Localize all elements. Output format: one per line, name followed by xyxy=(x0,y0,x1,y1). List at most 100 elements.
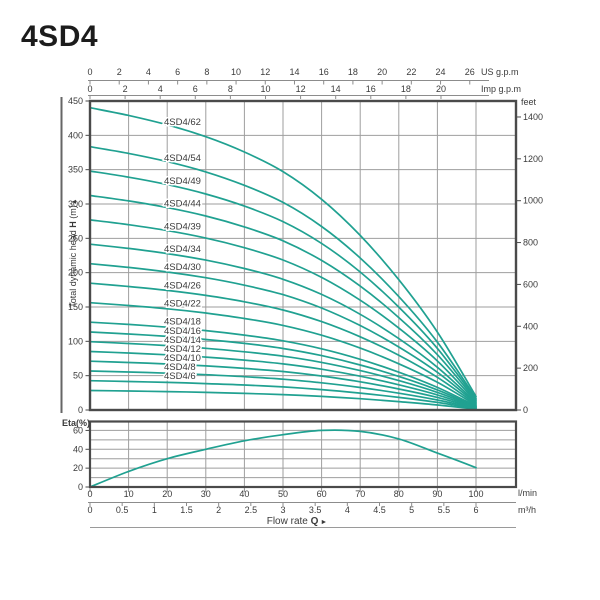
curve-label-14: 4SD4/14 xyxy=(164,335,201,346)
imp-gpm-tick-label: 16 xyxy=(366,84,376,94)
x-axis-label-symbol: Q xyxy=(311,516,319,527)
m3h-tick-label: 2 xyxy=(216,505,221,515)
pump-curve-26-stage xyxy=(89,282,477,406)
curve-label-49: 4SD4/49 xyxy=(164,176,201,187)
feet-tick-label: 600 xyxy=(523,279,538,289)
eta-tick-label: 60 xyxy=(73,425,83,435)
head-m-tick-label: 100 xyxy=(68,336,83,346)
feet-tick-label: 1200 xyxy=(523,154,543,164)
us-gpm-tick-label: 26 xyxy=(465,67,475,77)
m3h-tick-label: 4 xyxy=(345,505,350,515)
curve-label-26: 4SD4/26 xyxy=(164,280,201,291)
pump-curve-18-stage xyxy=(89,321,477,407)
eta-tick-label: 0 xyxy=(78,482,83,492)
curve-label-54: 4SD4/54 xyxy=(164,153,201,164)
lmin-unit-label: l/min xyxy=(518,488,537,498)
chart-generated-content: 0501001502002503003504004500200400600800… xyxy=(60,67,543,528)
m3h-tick-label: 1 xyxy=(152,505,157,515)
m3h-tick-label: 6 xyxy=(473,505,478,515)
m3h-tick-label: 2.5 xyxy=(245,505,258,515)
head-m-tick-label: 350 xyxy=(68,165,83,175)
m3h-tick-label: 0.5 xyxy=(116,505,129,515)
head-m-tick-label: 150 xyxy=(68,302,83,312)
curve-label-10: 4SD4/10 xyxy=(164,353,201,364)
pump-curve-16-stage xyxy=(89,331,477,408)
curve-label-62: 4SD4/62 xyxy=(164,117,201,128)
right-arrow-icon: ► xyxy=(318,519,327,526)
pump-curve-8-stage xyxy=(89,370,477,410)
pump-curve-54-stage xyxy=(89,145,477,399)
lmin-tick-label: 60 xyxy=(317,489,327,499)
us-gpm-tick-label: 22 xyxy=(406,67,416,77)
head-m-tick-label: 400 xyxy=(68,130,83,140)
imp-gpm-tick-label: 6 xyxy=(193,84,198,94)
m3h-tick-label: 3.5 xyxy=(309,505,322,515)
us-gpm-tick-label: 18 xyxy=(348,67,358,77)
pump-curve-39-stage xyxy=(89,219,477,403)
lmin-tick-label: 90 xyxy=(432,489,442,499)
curve-label-30: 4SD4/30 xyxy=(164,262,201,273)
imp-gpm-tick-label: 8 xyxy=(228,84,233,94)
pump-curve-12-stage xyxy=(89,350,477,409)
us-gpm-tick-label: 20 xyxy=(377,67,387,77)
us-gpm-tick-label: 8 xyxy=(204,67,209,77)
head-m-tick-label: 250 xyxy=(68,233,83,243)
lmin-tick-label: 20 xyxy=(162,489,172,499)
us-gpm-tick-label: 0 xyxy=(87,67,92,77)
us-gpm-tick-label: 14 xyxy=(289,67,299,77)
feet-unit-label: feet xyxy=(521,97,537,107)
lmin-tick-label: 30 xyxy=(201,489,211,499)
imp-gpm-tick-label: 14 xyxy=(331,84,341,94)
y-axis-label: Total dynamic head H (m)▲ xyxy=(68,198,78,307)
feet-tick-label: 800 xyxy=(523,238,538,248)
page-title: 4SD4 xyxy=(21,20,99,53)
lmin-tick-label: 40 xyxy=(239,489,249,499)
curve-label-16: 4SD4/16 xyxy=(164,326,201,337)
feet-tick-label: 400 xyxy=(523,321,538,331)
us-gpm-tick-label: 16 xyxy=(319,67,329,77)
curve-label-6: 4SD4/6 xyxy=(164,371,196,382)
x-axis-label-text: Flow rate xyxy=(267,516,311,527)
curve-label-39: 4SD4/39 xyxy=(164,221,201,232)
curve-label-8: 4SD4/8 xyxy=(164,362,196,373)
main-chart-frame xyxy=(88,99,518,412)
us-gpm-tick-label: 4 xyxy=(146,67,151,77)
head-m-tick-label: 200 xyxy=(68,268,83,278)
us-gpm-unit-label: US g.p.m xyxy=(481,67,519,77)
us-gpm-tick-label: 24 xyxy=(436,67,446,77)
feet-tick-label: 1000 xyxy=(523,196,543,206)
pump-curve-14-stage xyxy=(89,340,477,408)
us-gpm-tick-label: 2 xyxy=(117,67,122,77)
head-m-tick-label: 50 xyxy=(73,371,83,381)
y-axis-label-symbol: H xyxy=(68,221,78,228)
pump-curve-10-stage xyxy=(89,360,477,409)
m3h-tick-label: 0 xyxy=(87,505,92,515)
eta-chart-frame xyxy=(88,420,518,489)
y-axis-label-text: Total dynamic head xyxy=(68,228,78,308)
imp-gpm-unit-label: Imp g.p.m xyxy=(481,84,521,94)
curve-label-12: 4SD4/12 xyxy=(164,344,201,355)
lmin-tick-label: 70 xyxy=(355,489,365,499)
lmin-tick-label: 0 xyxy=(87,489,92,499)
imp-gpm-tick-label: 2 xyxy=(123,84,128,94)
us-gpm-tick-label: 12 xyxy=(260,67,270,77)
curve-label-34: 4SD4/34 xyxy=(164,244,201,255)
m3h-tick-label: 5 xyxy=(409,505,414,515)
feet-tick-label: 200 xyxy=(523,363,538,373)
eta-tick-label: 20 xyxy=(73,463,83,473)
m3h-unit-label: m³/h xyxy=(518,505,536,515)
imp-gpm-tick-label: 18 xyxy=(401,84,411,94)
feet-tick-label: 0 xyxy=(523,405,528,415)
lmin-tick-label: 80 xyxy=(394,489,404,499)
imp-gpm-tick-label: 0 xyxy=(87,84,92,94)
x-axis-label: Flow rate Q ► xyxy=(267,516,328,527)
m3h-tick-label: 3 xyxy=(280,505,285,515)
imp-gpm-tick-label: 12 xyxy=(296,84,306,94)
pump-curve-22-stage xyxy=(89,301,477,407)
eta-axis-label: Eta(%) xyxy=(62,418,90,428)
pump-curve-30-stage xyxy=(89,262,477,405)
m3h-tick-label: 5.5 xyxy=(438,505,451,515)
us-gpm-tick-label: 10 xyxy=(231,67,241,77)
m3h-tick-label: 1.5 xyxy=(180,505,193,515)
